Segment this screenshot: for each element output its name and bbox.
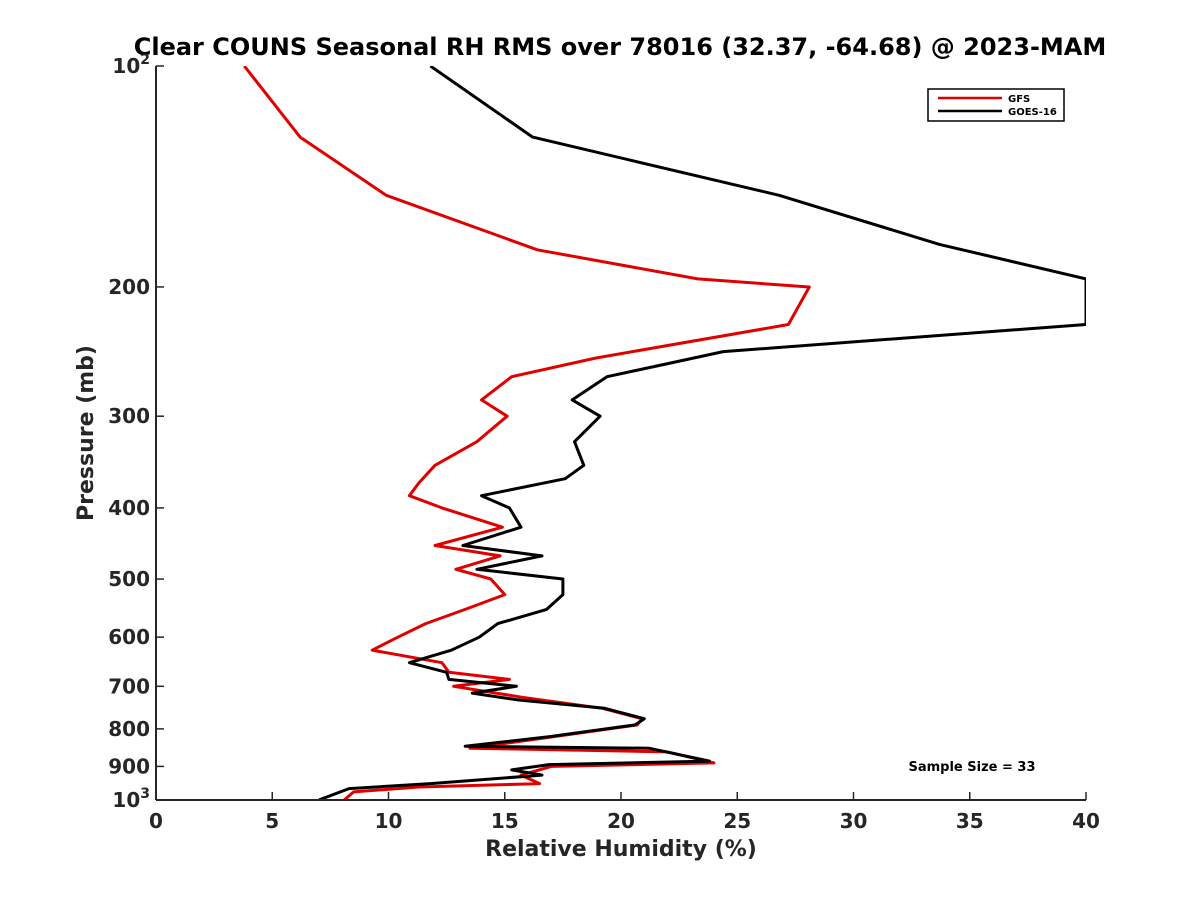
legend-label-goes16: GOES-16: [1008, 107, 1057, 118]
y-tick-label: 200: [108, 275, 150, 299]
axes-layer: 0 5 10 15 20 25 30 35 40 102 200 300 400 500 600 700 800…: [108, 52, 1100, 833]
y-tick-label: 300: [108, 404, 150, 428]
x-tick-label: 25: [723, 809, 751, 833]
series-line-gfs: [243, 66, 811, 800]
x-tick-label: 40: [1072, 809, 1100, 833]
x-tick-label: 10: [375, 809, 403, 833]
y-axis-label: Pressure (mb): [74, 345, 99, 521]
x-tick-label: 30: [840, 809, 868, 833]
y-tick-label: 700: [108, 674, 150, 698]
y-tick-label: 500: [108, 567, 150, 591]
y-tick-label: 600: [108, 625, 150, 649]
y-tick-label: 102: [112, 52, 150, 78]
x-tick-label: 0: [149, 809, 163, 833]
x-tick-label: 5: [265, 809, 279, 833]
y-tick-label: 900: [108, 754, 150, 778]
legend: GFS GOES-16: [927, 88, 1065, 122]
sample-size-annotation: Sample Size = 33: [908, 760, 1035, 775]
y-tick-label: 800: [108, 717, 150, 741]
y-tick-label: 400: [108, 496, 150, 520]
x-tick-label: 20: [607, 809, 635, 833]
x-tick-label: 15: [491, 809, 519, 833]
chart-title: Clear COUNS Seasonal RH RMS over 78016 (…: [134, 33, 1107, 61]
series-line-goes16: [318, 66, 1086, 800]
y-tick-label: 103: [112, 786, 150, 812]
series-layer: [243, 66, 1086, 800]
x-tick-label: 35: [956, 809, 984, 833]
legend-label-gfs: GFS: [1008, 94, 1030, 105]
x-axis-label: Relative Humidity (%): [485, 837, 757, 862]
legend-box: [927, 88, 1065, 122]
